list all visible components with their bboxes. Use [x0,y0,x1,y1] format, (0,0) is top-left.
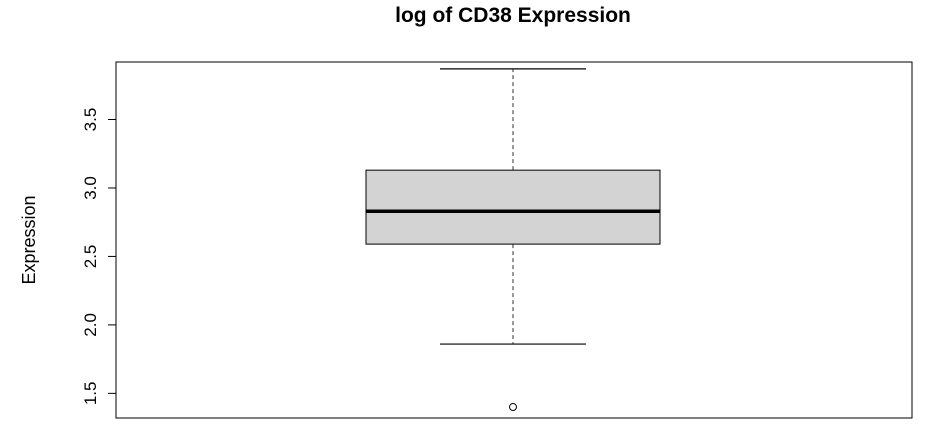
y-axis-label: Expression [19,195,39,284]
y-tick-label: 2.0 [81,313,100,337]
outlier-point [509,403,517,412]
box-plot [365,68,661,412]
y-axis: 1.5 2.0 2.5 3.0 3.5 [81,108,117,406]
y-tick-label: 1.5 [81,382,100,406]
iqr-box [365,169,661,245]
y-tick-label: 2.5 [81,245,100,269]
y-tick-label: 3.5 [81,108,100,132]
y-tick-label: 3.0 [81,176,100,200]
chart-title: log of CD38 Expression [395,4,631,27]
